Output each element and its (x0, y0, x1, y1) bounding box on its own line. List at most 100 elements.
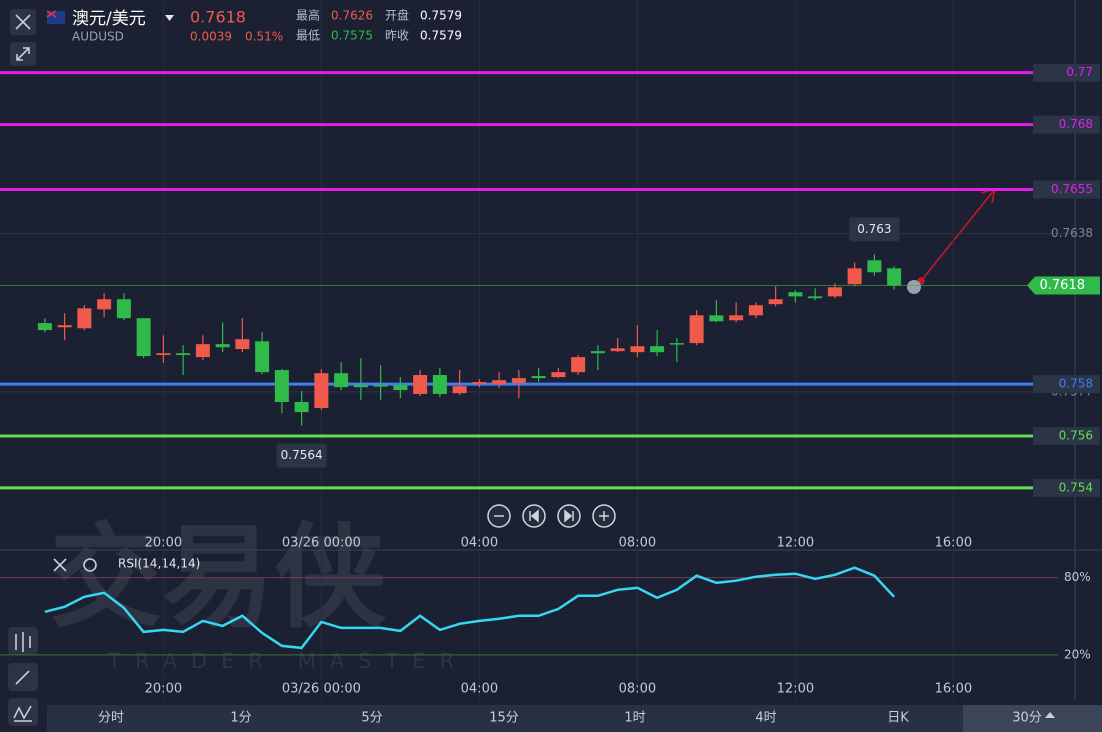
pen-icon (15, 670, 30, 685)
candle-body (847, 268, 862, 285)
level-tag (1033, 427, 1100, 445)
candle-body (37, 323, 52, 331)
candle-body (689, 315, 704, 344)
last-price-tag (1027, 276, 1100, 295)
candle-body (413, 375, 428, 394)
level-tag (1033, 478, 1100, 497)
candle-body (511, 378, 526, 384)
stat-label: 昨收 (385, 29, 409, 43)
indicator-tool[interactable] (8, 698, 38, 726)
rsi-close[interactable] (53, 558, 67, 572)
candle-body (472, 382, 487, 385)
candle-body (867, 260, 882, 273)
x-tick-label: 03/26 00:00 (282, 682, 361, 697)
candle-body (590, 351, 605, 354)
candle-body (788, 292, 803, 297)
annotation: 0.763 (857, 222, 891, 236)
candle-body (314, 373, 329, 408)
tab[interactable]: 15分 (489, 711, 519, 726)
candle-body (97, 299, 112, 310)
stat-value: 0.7579 (420, 9, 462, 23)
x-tick-label: 04:00 (461, 682, 498, 697)
symbol-dropdown[interactable] (165, 15, 174, 21)
candle-body (492, 380, 507, 385)
y-tick-label: 0.7638 (1051, 226, 1093, 240)
candle-body (215, 344, 230, 348)
x-tick-label: 20:00 (145, 682, 182, 697)
stat-label: 最高 (296, 8, 320, 23)
candle-body (294, 402, 309, 413)
level-label: 0.758 (1059, 377, 1093, 391)
level-label: 0.7655 (1051, 182, 1093, 196)
tab-bar (47, 705, 1102, 732)
flag-cross (46, 10, 57, 18)
candle-body (57, 325, 72, 328)
tab[interactable]: 1时 (624, 711, 645, 726)
rsi-title: RSI(14,14,14) (118, 557, 200, 571)
level-label: 0.756 (1059, 429, 1093, 443)
x-tick-label: 12:00 (777, 536, 814, 551)
last-price-label: 0.7618 (1040, 278, 1086, 293)
candle-body (610, 348, 625, 352)
candle-body (531, 376, 546, 379)
candle-body (669, 343, 684, 345)
arrow-anchor (917, 277, 925, 285)
start-icon (529, 509, 539, 523)
candle-body (729, 315, 744, 321)
change: 0.0039 (190, 30, 232, 44)
level-label: 0.754 (1059, 480, 1093, 494)
candle-body (195, 344, 210, 358)
info-icon[interactable] (907, 280, 921, 294)
price: 0.7618 (190, 8, 246, 27)
candle-body (709, 315, 724, 322)
candle-body (156, 353, 171, 356)
level-label: 0.768 (1059, 117, 1093, 131)
symbol[interactable]: 澳元/美元 (72, 9, 146, 29)
level-tag (1033, 63, 1100, 82)
arrow-shaft (920, 188, 996, 282)
x-tick-label: 04:00 (461, 536, 498, 551)
header: 澳元/美元 AUDUSD 0.7618 0.0039 0.51% 最高 0.76… (46, 8, 462, 44)
candle-body (334, 373, 349, 388)
tab[interactable]: 4时 (755, 711, 776, 726)
candle-icon (15, 632, 31, 652)
candle-body (274, 370, 289, 403)
tab-active-bg (963, 705, 1102, 732)
shrink-icon (16, 47, 30, 61)
candle-body (768, 299, 783, 305)
stat-value: 0.7579 (420, 29, 462, 43)
candle-body (571, 357, 586, 373)
close-icon (15, 14, 31, 30)
tab[interactable]: 日K (887, 711, 909, 726)
tab[interactable]: 5分 (361, 711, 382, 726)
candle-body (393, 385, 408, 391)
tab[interactable]: 1分 (230, 711, 251, 726)
candle-body (650, 346, 665, 353)
annotation-box (276, 443, 327, 468)
x-tick-label: 20:00 (145, 536, 182, 551)
y-tick-label: 80% (1064, 570, 1091, 584)
x-tick-label: 08:00 (619, 536, 656, 551)
annotation: 0.7564 (281, 448, 323, 462)
candle-body (235, 339, 250, 350)
zoom-controls (487, 504, 616, 528)
candle-body (630, 346, 645, 353)
candle-body (748, 305, 763, 316)
tab[interactable]: 分时 (98, 711, 124, 726)
annotation-box (849, 217, 900, 242)
candle-body (353, 385, 368, 388)
candle-body (887, 268, 902, 286)
candle-body (373, 385, 388, 387)
tab[interactable]: 30分 (1012, 711, 1042, 726)
x-tick-label: 16:00 (935, 682, 972, 697)
indicator-icon (13, 705, 32, 722)
rsi-settings[interactable] (83, 558, 97, 572)
candle-body (452, 386, 467, 394)
plus-icon (599, 511, 609, 521)
x-tick-label: 12:00 (777, 682, 814, 697)
x-tick-label: 08:00 (619, 682, 656, 697)
toolbar (8, 9, 38, 726)
level-tag (1033, 115, 1100, 134)
